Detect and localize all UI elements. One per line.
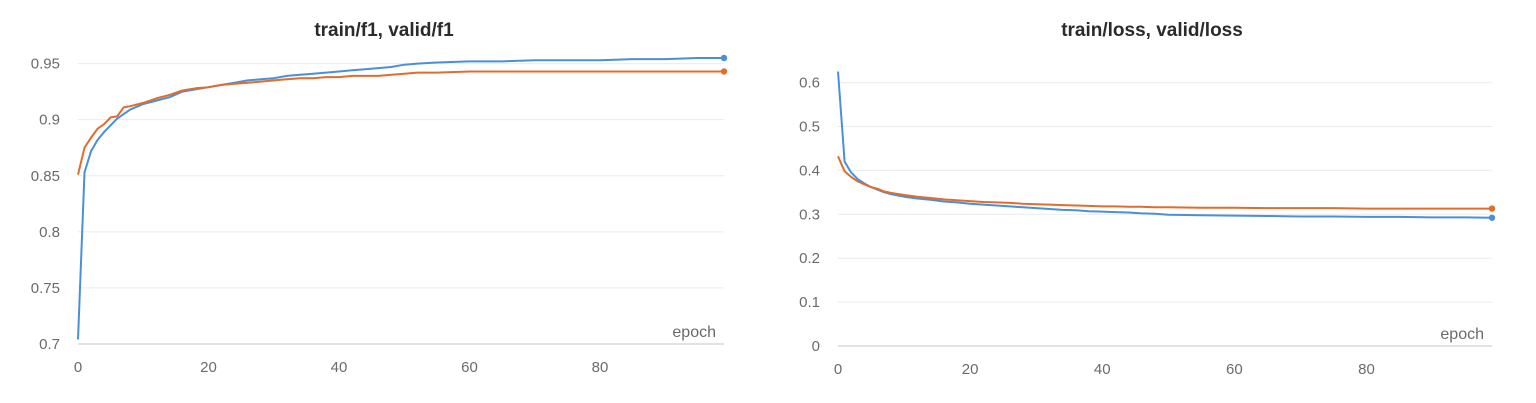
y-tick-label: 0.75 xyxy=(31,280,60,297)
x-tick-label: 80 xyxy=(1358,361,1375,378)
series-line xyxy=(837,71,1493,219)
y-tick-label: 0.1 xyxy=(799,294,820,311)
y-tick-label: 0.95 xyxy=(31,56,60,73)
y-tick-label: 0.5 xyxy=(799,118,820,135)
series-line xyxy=(837,155,1492,210)
y-tick-label: 0.8 xyxy=(39,224,60,241)
y-tick-label: 0.7 xyxy=(39,336,60,353)
chart-f1-panel: train/f1, valid/f1 0.7 0.75 0.8 0.85 0.9 0.95… xyxy=(31,20,728,376)
chart-loss-plot: 0 0.1 0.2 0.3 0.4 0.5 0.6 0 20 40 60 80 epoch xyxy=(799,71,1496,378)
x-axis-label: epoch xyxy=(1440,326,1484,343)
x-tick-label: 40 xyxy=(331,359,348,376)
x-tick-label: 0 xyxy=(834,361,842,378)
chart-f1-plot: 0.7 0.75 0.8 0.85 0.9 0.95 0 20 40 60 80 epoch xyxy=(31,54,728,376)
series-end-point xyxy=(720,54,728,62)
x-tick-label: 20 xyxy=(962,361,979,378)
y-tick-label: 0 xyxy=(812,338,820,355)
y-tick-label: 0.2 xyxy=(799,250,820,267)
series-end-point xyxy=(1488,205,1496,212)
y-tick-label: 0.6 xyxy=(799,75,820,92)
y-tick-label: 0.3 xyxy=(799,206,820,223)
chart-title: train/f1, valid/f1 xyxy=(314,20,454,41)
x-tick-label: 60 xyxy=(461,359,478,376)
x-tick-label: 40 xyxy=(1094,361,1111,378)
chart-title: train/loss, valid/loss xyxy=(1061,20,1243,41)
x-tick-label: 0 xyxy=(74,359,82,376)
y-tick-label: 0.9 xyxy=(39,112,60,129)
x-tick-label: 20 xyxy=(200,359,217,376)
y-tick-label: 0.85 xyxy=(31,168,60,185)
x-tick-label: 60 xyxy=(1226,361,1243,378)
series-end-point xyxy=(1488,214,1496,221)
chart-loss-panel: train/loss, valid/loss 0 0.1 0.2 0.3 0.4 0.5 0… xyxy=(768,0,1536,403)
series-line xyxy=(77,57,724,340)
series-line xyxy=(77,70,724,175)
series-end-point xyxy=(720,68,728,75)
y-tick-label: 0.4 xyxy=(799,162,820,179)
x-tick-label: 80 xyxy=(592,359,609,376)
x-axis-label: epoch xyxy=(672,324,716,341)
